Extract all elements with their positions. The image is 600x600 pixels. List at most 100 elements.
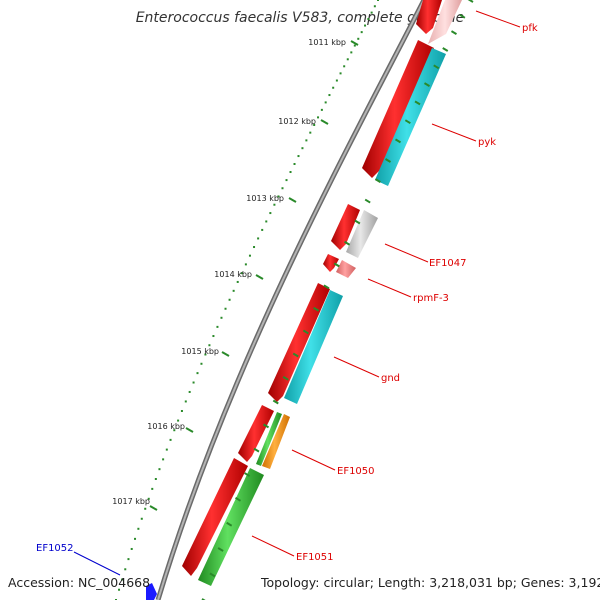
gene-ef1050-reverse-green[interactable] bbox=[256, 412, 282, 466]
scale-minor-dot bbox=[289, 171, 292, 174]
gene-label-pyk[interactable]: pyk bbox=[478, 137, 496, 148]
gene-ef1050-reverse-orange[interactable] bbox=[262, 414, 290, 469]
scale-minor-dot bbox=[236, 280, 239, 283]
gene-ef1050-forward[interactable] bbox=[238, 405, 274, 462]
feature-tick bbox=[374, 178, 381, 183]
gene-label-rpmf3[interactable]: rpmF-3 bbox=[413, 293, 449, 304]
scale-minor-dot bbox=[357, 37, 360, 40]
feature-tick bbox=[450, 30, 457, 35]
scale-minor-dot bbox=[257, 237, 260, 240]
scale-minor-dot bbox=[162, 458, 165, 461]
genome-backbone bbox=[155, 0, 427, 600]
scale-minor-dot bbox=[265, 220, 268, 223]
scale-minor-dot bbox=[328, 94, 331, 97]
gene-label-ef1051[interactable]: EF1051 bbox=[296, 552, 334, 563]
tick-label-1011: 1011 kbp bbox=[308, 38, 346, 47]
feature-tick bbox=[282, 375, 289, 381]
gene-gnd-forward[interactable] bbox=[268, 283, 330, 402]
gene-rpmf3-forward[interactable] bbox=[323, 254, 339, 272]
gene-ef1047-reverse[interactable] bbox=[346, 210, 378, 258]
scale-minor-dot bbox=[305, 139, 308, 142]
scale-minor-dot bbox=[313, 123, 316, 126]
feature-tick bbox=[244, 472, 251, 477]
scale-minor-dot bbox=[134, 537, 137, 540]
feature-tick bbox=[404, 119, 411, 125]
gene-pfk-reverse[interactable] bbox=[428, 0, 462, 44]
map-title: Enterococcus faecalis V583, complete gen… bbox=[136, 10, 465, 26]
scale-minor-dot bbox=[124, 568, 127, 571]
tick-label-1013: 1013 kbp bbox=[246, 194, 284, 203]
feature-tick bbox=[344, 240, 351, 246]
scale-minor-dot bbox=[297, 155, 300, 158]
gene-rpmf3-trna[interactable] bbox=[336, 260, 356, 278]
scale-minor-dot bbox=[147, 497, 150, 500]
scale-minor-dot bbox=[212, 335, 215, 338]
tick-mark-1013 bbox=[288, 197, 297, 203]
feature-tick bbox=[433, 64, 440, 70]
scale-minor-dot bbox=[350, 51, 353, 54]
feature-tick bbox=[414, 100, 421, 106]
scale-minor-dot bbox=[118, 588, 121, 591]
scale-minor-dot bbox=[151, 487, 154, 490]
scale-minor-dot bbox=[370, 11, 373, 14]
scale-minor-dot bbox=[200, 362, 203, 365]
tick-label-1014: 1014 kbp bbox=[214, 270, 252, 279]
tick-mark-1015 bbox=[221, 351, 230, 357]
scale-minor-dot bbox=[253, 246, 256, 249]
scale-minor-dot bbox=[277, 195, 280, 198]
scale-minor-dot bbox=[140, 517, 143, 520]
scale-minor-dot bbox=[121, 578, 124, 581]
scale-minor-dot bbox=[273, 203, 276, 206]
scale-minor-dot bbox=[144, 507, 147, 510]
topology-text: Topology: circular; Length: 3,218,031 bp… bbox=[260, 575, 600, 590]
scale-minor-dot bbox=[228, 298, 231, 301]
feature-tick bbox=[253, 447, 260, 453]
forward-strand-features bbox=[182, 0, 442, 576]
gene-label-pfk[interactable]: pfk bbox=[522, 23, 538, 34]
scale-minor-dot bbox=[220, 316, 223, 319]
scale-minor-dot bbox=[180, 409, 183, 412]
gene-label-ef1052[interactable]: EF1052 bbox=[36, 543, 74, 554]
scale-minor-dot bbox=[281, 187, 284, 190]
feature-tick bbox=[459, 13, 466, 19]
scale-minor-dot bbox=[285, 179, 288, 182]
gene-ef1052-feature[interactable] bbox=[146, 583, 157, 600]
scale-minor-dot bbox=[373, 5, 376, 8]
gene-pfk-forward[interactable] bbox=[416, 0, 442, 34]
scale-minor-dot bbox=[154, 478, 157, 481]
gene-pyk-reverse[interactable] bbox=[375, 48, 446, 186]
scale-minor-dot bbox=[367, 18, 370, 21]
feature-tick bbox=[313, 306, 320, 312]
gene-ef1047-forward[interactable] bbox=[331, 204, 360, 250]
feature-tick bbox=[364, 198, 371, 204]
scale-minor-ticks bbox=[115, 0, 379, 600]
feature-tick bbox=[423, 82, 431, 87]
reverse-strand-features bbox=[198, 0, 462, 586]
gene-label-ef1050[interactable]: EF1050 bbox=[337, 466, 375, 477]
scale-minor-dot bbox=[173, 429, 176, 432]
scale-minor-dot bbox=[360, 31, 363, 34]
gene-pyk-forward[interactable] bbox=[362, 40, 434, 178]
gene-label-ef1047[interactable]: EF1047 bbox=[429, 258, 467, 269]
gene-label-gnd[interactable]: gnd bbox=[381, 373, 400, 384]
gene-label-leaders bbox=[73, 10, 521, 576]
feature-tick bbox=[384, 158, 392, 163]
scale-minor-dot bbox=[204, 353, 207, 356]
feature-tick bbox=[354, 219, 361, 225]
gene-ef1051-reverse[interactable] bbox=[198, 468, 264, 586]
scale-minor-dot bbox=[169, 438, 172, 441]
scale-minor-dot bbox=[320, 108, 323, 111]
tick-mark-1012 bbox=[320, 119, 329, 125]
tick-mark-1017 bbox=[149, 505, 158, 511]
scale-minor-dot bbox=[184, 400, 187, 403]
scale-minor-dot bbox=[364, 24, 367, 27]
gene-gnd-reverse[interactable] bbox=[284, 290, 343, 404]
scale-minor-dot bbox=[127, 558, 130, 561]
scale-minor-dot bbox=[188, 390, 191, 393]
scale-minor-dot bbox=[224, 307, 227, 310]
gene-ef1051-forward[interactable] bbox=[182, 458, 248, 576]
scale-minor-dot bbox=[158, 468, 161, 471]
scale-minor-dot bbox=[339, 72, 342, 75]
scale-minor-dot bbox=[343, 65, 346, 68]
